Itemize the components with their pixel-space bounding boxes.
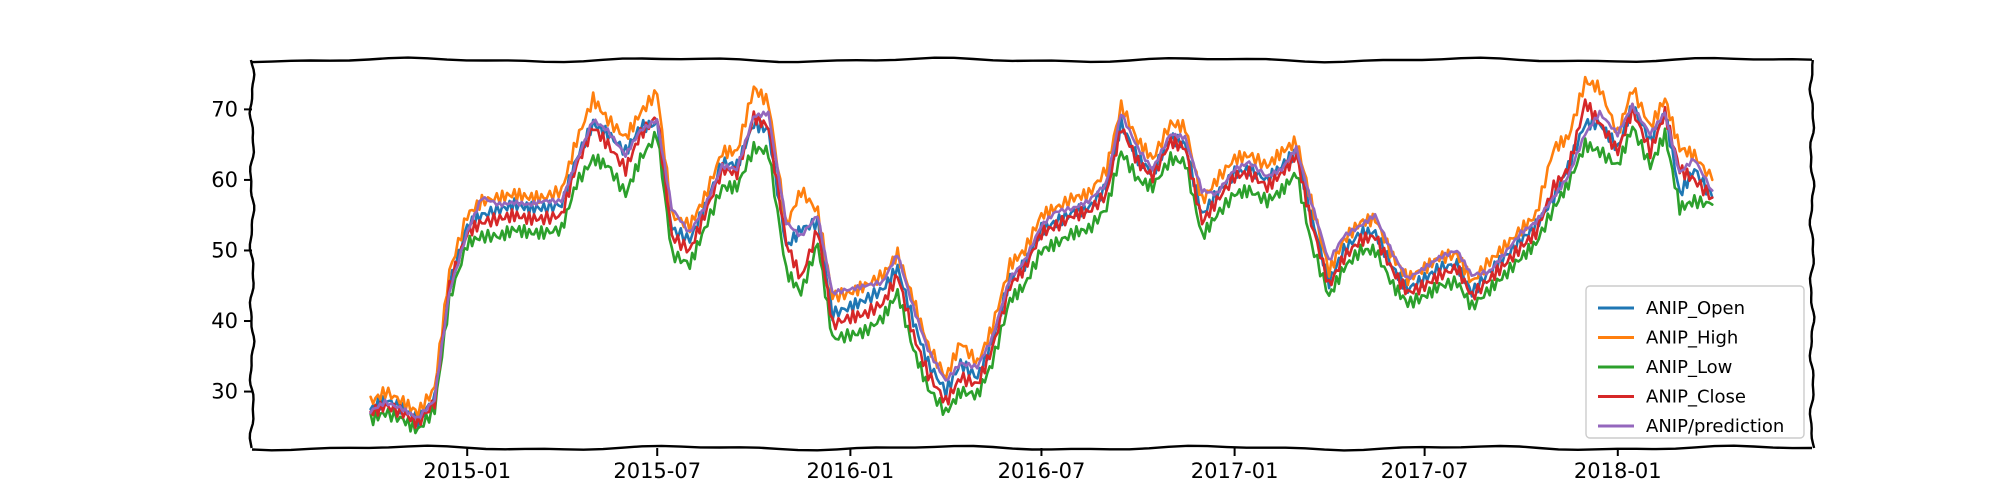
series-line-anip-low [369,125,1714,435]
y-tick-label: 60 [211,168,238,192]
y-tick-label: 70 [211,97,238,121]
axes-layer: 2015-01 2015-07 2016-01 2016-07 2017-01 2017-… [211,97,1661,483]
y-tick-label: 50 [211,238,238,262]
x-tick-label: 2015-07 [613,459,701,483]
x-tick-label: 2016-07 [998,459,1086,483]
series-line-anip-close [369,98,1714,430]
legend-label: ANIP/prediction [1646,416,1784,437]
y-tick-label: 30 [211,380,238,404]
series-line-anip-prediction [369,102,1714,419]
legend-label: ANIP_High [1646,328,1738,349]
legend-box [1585,285,1805,439]
series-line-anip-high [369,75,1714,418]
legend: ANIP_Open ANIP_High ANIP_Low ANIP_Close ANIP… [1585,285,1805,439]
x-tick-label: 2016-01 [807,459,895,483]
legend-label: ANIP_Low [1646,357,1732,378]
legend-label: ANIP_Close [1646,387,1746,408]
plot-frame [248,56,1816,452]
series-layer [369,75,1714,435]
legend-label: ANIP_Open [1646,298,1745,319]
x-tick-label: 2017-07 [1381,459,1469,483]
x-tick-label: 2018-01 [1574,459,1662,483]
y-tick-label: 40 [211,309,238,333]
x-tick-label: 2015-01 [423,459,511,483]
x-tick-label: 2017-01 [1191,459,1279,483]
